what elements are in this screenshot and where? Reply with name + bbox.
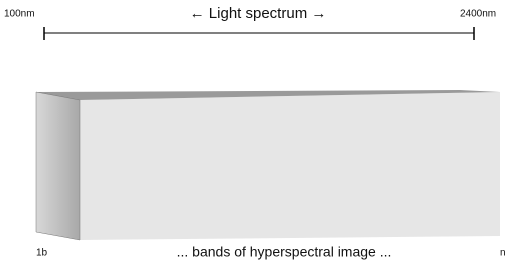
band-stack [36,90,500,240]
hyperspectral-diagram: 100nm ← Light spectrum → 2400nm 1b ... b… [0,0,506,263]
bands-caption: ... bands of hyperspectral image ... [177,244,392,260]
stack-body [80,92,500,240]
spectrum-end-label: 2400nm [460,9,496,20]
last-band-label: n [500,248,506,259]
spectrum-start-label: 100nm [4,9,35,20]
stack-front [36,92,80,240]
spectrum-ruler [44,27,474,40]
page: {"spectrum": {"start_label": "100nm", "t… [0,0,506,263]
first-band-label: 1b [36,248,48,259]
spectrum-title: ← Light spectrum → [190,5,327,22]
